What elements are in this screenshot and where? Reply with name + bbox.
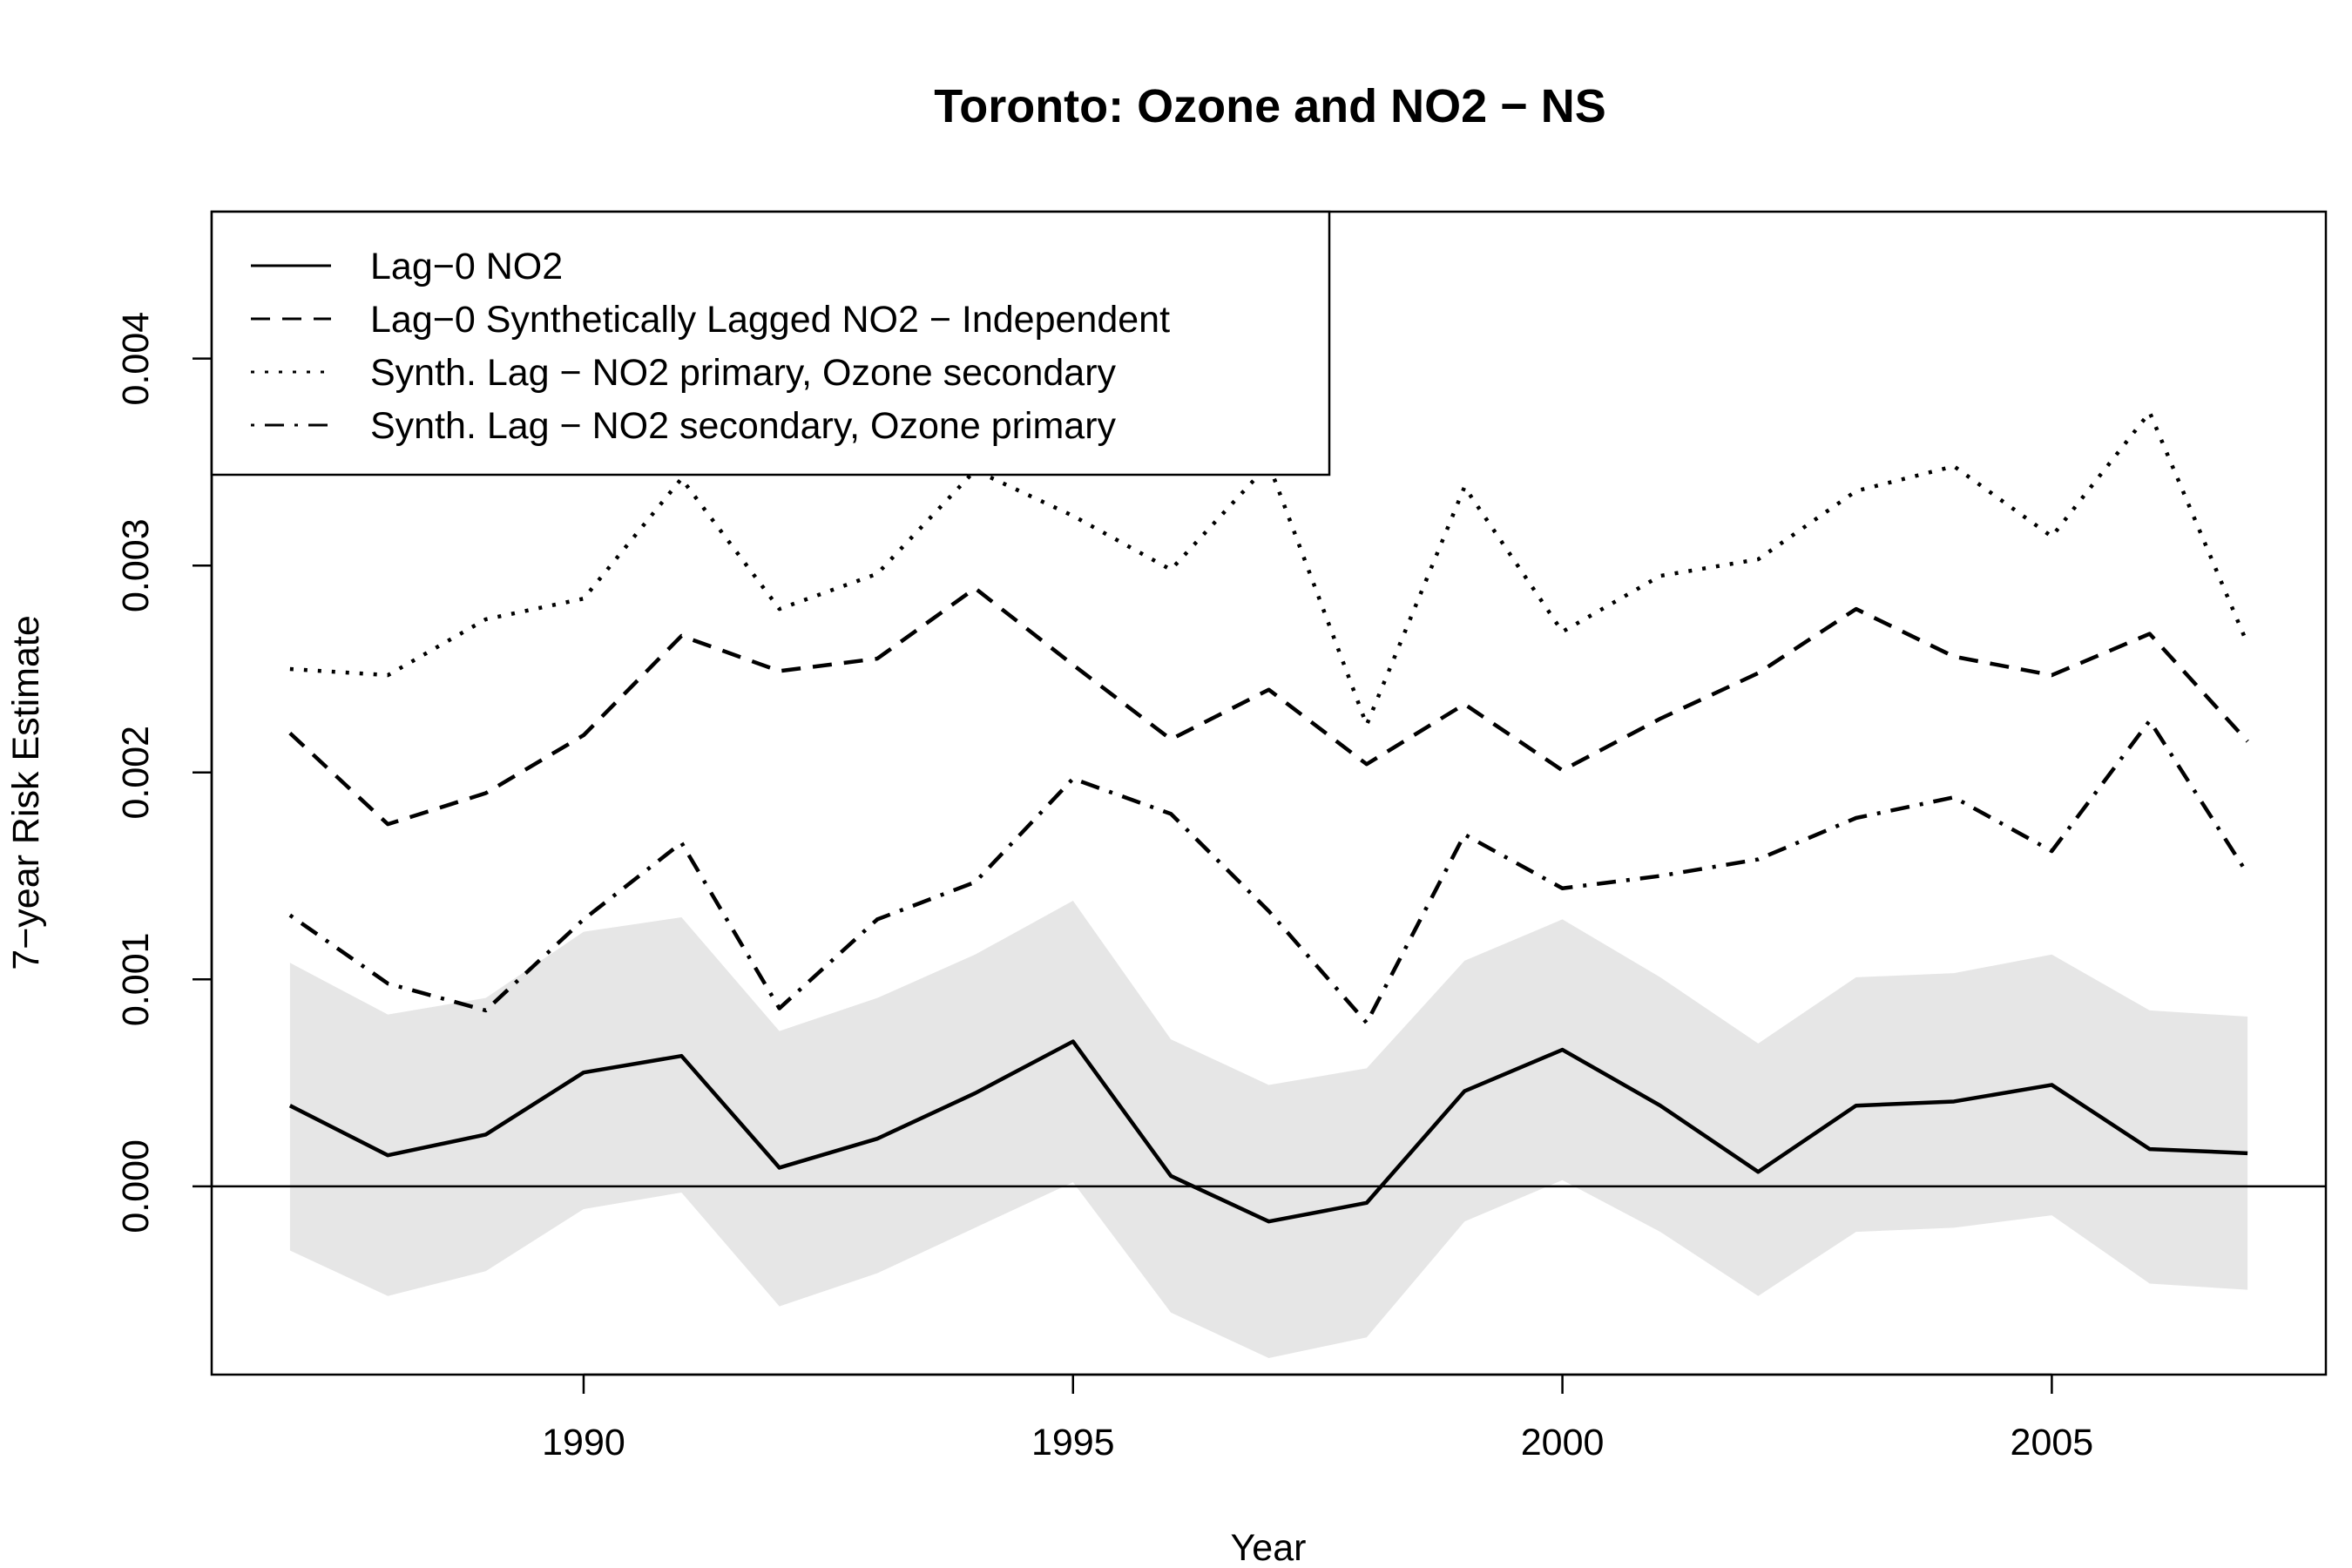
series-line-2 <box>288 586 2249 827</box>
legend-label-1: Lag−0 NO2 <box>370 246 563 287</box>
x-axis: 1990 1995 2000 2005 <box>542 1373 2094 1463</box>
legend-label-3: Synth. Lag − NO2 primary, Ozone secondar… <box>370 352 1117 394</box>
series-line-3 <box>289 410 2250 727</box>
legend-items: Lag−0 NO2 Lag−0 Synthetically Lagged NO2 … <box>251 246 1170 447</box>
y-tick-label: 0.001 <box>115 932 157 1026</box>
y-tick-label: 0.000 <box>115 1139 157 1233</box>
legend-label-4: Synth. Lag − NO2 secondary, Ozone primar… <box>370 405 1117 447</box>
y-tick-label: 0.003 <box>115 518 157 612</box>
x-tick-label: 2000 <box>1521 1422 1605 1463</box>
series-line-4 <box>288 719 2250 1025</box>
legend-label-2: Lag−0 Synthetically Lagged NO2 − Indepen… <box>370 299 1170 341</box>
y-axis: 0.000 0.001 0.002 0.003 0.004 <box>115 312 213 1233</box>
x-axis-label: Year <box>1231 1527 1307 1568</box>
legend-box <box>210 210 1331 476</box>
legend: Lag−0 NO2 Lag−0 Synthetically Lagged NO2 … <box>210 210 1331 476</box>
series-line-1 <box>288 1039 2248 1224</box>
y-axis-label: 7−year Risk Estimate <box>5 615 47 970</box>
confidence-band <box>289 901 2248 1358</box>
x-tick-label: 2005 <box>2011 1422 2094 1463</box>
confidence-band-layer <box>289 901 2248 1358</box>
y-tick-label: 0.002 <box>115 726 157 820</box>
chart-title: Toronto: Ozone and NO2 − NS <box>934 80 1606 132</box>
x-tick-label: 1995 <box>1031 1422 1115 1463</box>
series-layer <box>288 410 2250 1224</box>
y-tick-label: 0.004 <box>115 312 157 406</box>
x-tick-label: 1990 <box>542 1422 625 1463</box>
